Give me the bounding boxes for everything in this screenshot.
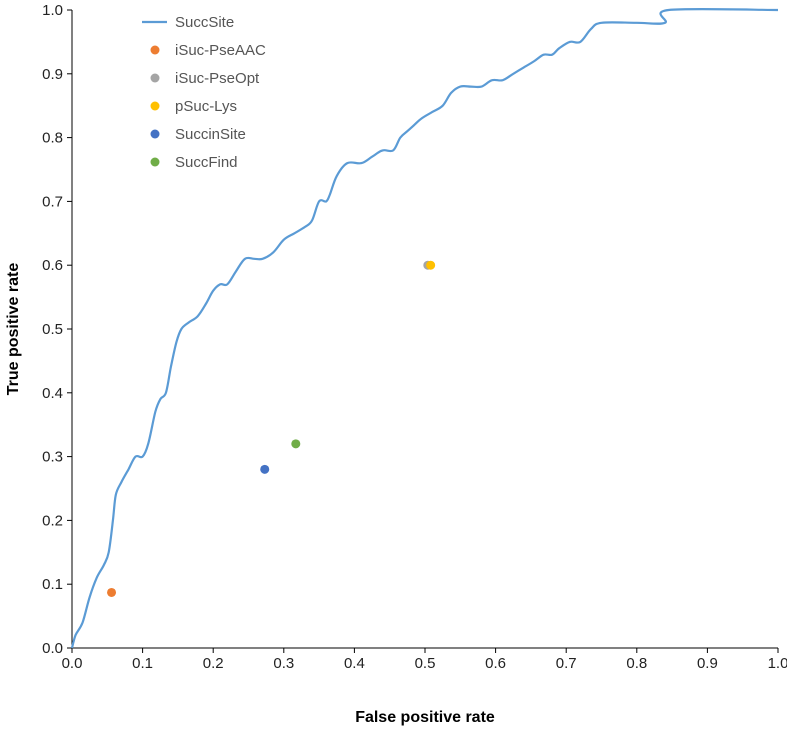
- data-point-isuc-pseaac: [107, 587, 117, 597]
- x-tick-label: 0.8: [626, 655, 647, 672]
- x-tick-label: 0.5: [415, 655, 436, 672]
- y-tick-label: 0.1: [42, 576, 63, 593]
- y-tick-label: 0.7: [42, 193, 63, 210]
- x-tick-label: 0.2: [203, 655, 224, 672]
- y-axis-title: True positive rate: [5, 263, 22, 396]
- x-tick-label: 0.6: [485, 655, 506, 672]
- legend-label-isuc-pseopt: iSuc-PseOpt: [175, 70, 260, 87]
- legend-swatch-psuc-lys: [150, 101, 160, 111]
- x-tick-label: 0.7: [556, 655, 577, 672]
- y-tick-label: 0.9: [42, 66, 63, 83]
- x-axis-title: False positive rate: [355, 709, 495, 726]
- legend-swatch-isuc-pseopt: [150, 73, 160, 83]
- legend-label-succsite: SuccSite: [175, 14, 234, 31]
- y-tick-label: 1.0: [42, 2, 63, 19]
- y-tick-label: 0.0: [42, 640, 63, 657]
- y-tick-label: 0.6: [42, 257, 63, 274]
- x-tick-label: 0.1: [132, 655, 153, 672]
- x-tick-label: 1.0: [768, 655, 787, 672]
- y-tick-label: 0.3: [42, 449, 63, 466]
- x-tick-label: 0.0: [62, 655, 83, 672]
- series-line-succsite: [70, 7, 779, 649]
- x-tick-label: 0.9: [697, 655, 718, 672]
- legend-label-psuc-lys: pSuc-Lys: [175, 98, 237, 115]
- legend-swatch-isuc-pseaac: [150, 45, 160, 55]
- y-tick-label: 0.5: [42, 321, 63, 338]
- legend-label-succfind: SuccFind: [175, 154, 238, 171]
- y-tick-label: 0.4: [42, 385, 63, 402]
- x-tick-label: 0.4: [344, 655, 365, 672]
- y-tick-label: 0.8: [42, 130, 63, 147]
- legend-swatch-succinsite: [150, 129, 160, 139]
- legend-label-succinsite: SuccinSite: [175, 126, 246, 143]
- x-tick-label: 0.3: [273, 655, 294, 672]
- data-point-succinsite: [260, 464, 270, 474]
- legend-label-isuc-pseaac: iSuc-PseAAC: [175, 42, 266, 59]
- legend-swatch-succfind: [150, 157, 160, 167]
- data-point-succfind: [291, 439, 301, 449]
- data-point-psuc-lys: [426, 260, 436, 270]
- y-tick-label: 0.2: [42, 512, 63, 529]
